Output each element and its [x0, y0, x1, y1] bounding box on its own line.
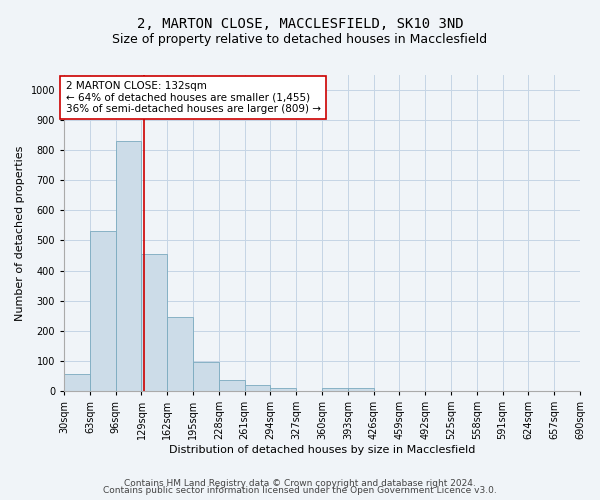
Bar [348, 388, 374, 391]
Text: 2 MARTON CLOSE: 132sqm
← 64% of detached houses are smaller (1,455)
36% of semi-: 2 MARTON CLOSE: 132sqm ← 64% of detached… [65, 81, 320, 114]
Bar [193, 362, 219, 391]
Bar [271, 388, 296, 391]
Y-axis label: Number of detached properties: Number of detached properties [15, 146, 25, 320]
Text: Size of property relative to detached houses in Macclesfield: Size of property relative to detached ho… [112, 32, 488, 46]
Bar [90, 232, 116, 391]
Text: 2, MARTON CLOSE, MACCLESFIELD, SK10 3ND: 2, MARTON CLOSE, MACCLESFIELD, SK10 3ND [137, 18, 463, 32]
X-axis label: Distribution of detached houses by size in Macclesfield: Distribution of detached houses by size … [169, 445, 475, 455]
Bar [322, 388, 348, 391]
Bar [142, 254, 167, 391]
Bar [219, 380, 245, 391]
Bar [64, 374, 90, 391]
Text: Contains HM Land Registry data © Crown copyright and database right 2024.: Contains HM Land Registry data © Crown c… [124, 478, 476, 488]
Bar [167, 317, 193, 391]
Bar [116, 141, 142, 391]
Bar [245, 385, 271, 391]
Text: Contains public sector information licensed under the Open Government Licence v3: Contains public sector information licen… [103, 486, 497, 495]
